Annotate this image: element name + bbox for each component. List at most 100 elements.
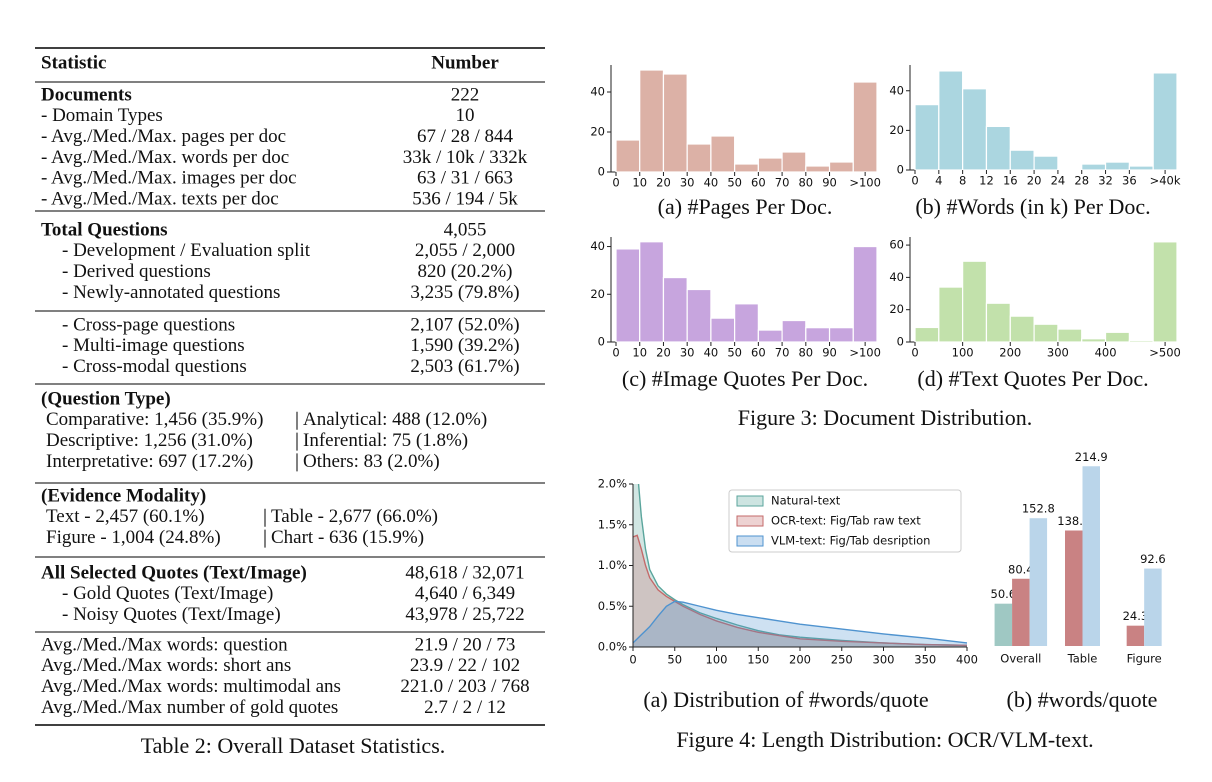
plot-area — [633, 484, 968, 647]
x-tick-label: 90 — [822, 346, 837, 360]
bar — [1152, 241, 1178, 343]
bar — [1029, 518, 1048, 646]
table-cell: 2,503 (61.7%) — [410, 356, 519, 377]
table-cell: Descriptive: 1,256 (31.0%) — [46, 430, 253, 451]
table-cell: 2,055 / 2,000 — [415, 240, 515, 261]
table-row-label: - Development / Evaluation split — [62, 240, 311, 261]
x-tick-label: 8 — [959, 174, 966, 188]
table-cell: Analytical: 488 (12.0%) — [303, 409, 487, 430]
x-tick-label: 50 — [667, 653, 682, 667]
x-tick-label: 150 — [747, 653, 769, 667]
table-row-label: Avg./Med./Max number of gold quotes — [41, 697, 338, 718]
table-cell: 536 / 194 / 5k — [412, 188, 518, 209]
x-tick-label: 30 — [680, 176, 695, 190]
x-tick-label: 90 — [822, 176, 837, 190]
table-row-label: - Cross-modal questions — [62, 356, 247, 377]
table-cell: 67 / 28 / 844 — [417, 126, 514, 147]
y-tick-label: 0 — [897, 335, 904, 349]
bar — [757, 157, 783, 173]
bar — [1033, 155, 1059, 171]
bar — [734, 303, 759, 343]
x-tick-label: 40 — [704, 176, 719, 190]
y-tick-label: 20 — [889, 302, 904, 316]
y-tick-label: 2.0% — [598, 477, 627, 491]
bar — [1082, 466, 1100, 646]
x-tick-label: 32 — [1098, 174, 1113, 188]
bar — [686, 288, 712, 343]
table-row-label: - Avg./Med./Max. words per doc — [41, 147, 289, 168]
bar — [914, 104, 940, 171]
x-tick-label: 80 — [798, 176, 813, 190]
bar — [1081, 338, 1107, 343]
x-tick-label: 36 — [1122, 174, 1137, 188]
table-cell: 222 — [451, 84, 480, 105]
table-header: Number — [431, 52, 499, 73]
bar — [1104, 331, 1130, 343]
x-tick-label: 12 — [979, 174, 994, 188]
table-cell: 63 / 31 / 663 — [417, 168, 513, 189]
y-tick-label: 40 — [590, 239, 605, 253]
chart-caption: (a) Distribution of #words/quote — [643, 687, 928, 712]
x-tick-label: 0 — [629, 653, 636, 667]
bar — [914, 326, 940, 343]
table-row-heading: All Selected Quotes (Text/Image) — [41, 562, 307, 583]
legend-swatch — [736, 515, 764, 527]
bar — [985, 302, 1011, 343]
chart-caption: (b) #Words (in k) Per Doc. — [915, 194, 1150, 219]
bar — [615, 139, 641, 173]
table-cell: 33k / 10k / 332k — [403, 147, 528, 168]
chart-caption: (d) #Text Quotes Per Doc. — [917, 366, 1148, 391]
x-tick-label: 60 — [751, 176, 766, 190]
table-cell: Chart - 636 (15.9%) — [271, 527, 424, 548]
x-tick-label: 16 — [1003, 174, 1018, 188]
bar — [710, 317, 736, 343]
table-cell: Comparative: 1,456 (35.9%) — [46, 409, 263, 430]
table-row-heading: Documents — [41, 84, 132, 105]
x-tick-label: 24 — [1051, 174, 1066, 188]
table-caption: Table 2: Overall Dataset Statistics. — [141, 733, 446, 758]
bar — [962, 260, 988, 343]
x-tick-label: Figure — [1127, 652, 1162, 666]
table-row-label: - Derived questions — [62, 261, 211, 282]
table-row-label: Avg./Med./Max words: question — [41, 634, 288, 655]
table-row-label: - Multi-image questions — [62, 335, 245, 356]
bar — [1152, 72, 1178, 171]
bar — [985, 125, 1011, 171]
chart-caption: (c) #Image Quotes Per Doc. — [622, 366, 868, 391]
bar — [938, 70, 964, 171]
table-cell: Others: 83 (2.0%) — [303, 451, 440, 472]
y-tick-label: 0 — [598, 165, 605, 179]
x-tick-label: >100 — [849, 176, 881, 190]
x-tick-label: 20 — [1027, 174, 1042, 188]
x-tick-label: 70 — [775, 346, 790, 360]
value-label: 152.8 — [1022, 502, 1055, 516]
bar — [1128, 165, 1154, 171]
table-cell: Figure - 1,004 (24.8%) — [46, 527, 221, 548]
x-tick-label: 100 — [706, 653, 728, 667]
table-row-heading: Total Questions — [41, 219, 168, 240]
x-tick-label: 0 — [612, 176, 619, 190]
legend-label: Natural-text — [771, 494, 841, 508]
y-tick-label: 20 — [889, 123, 904, 137]
y-tick-label: 40 — [889, 270, 904, 284]
bar — [1128, 339, 1154, 343]
bar — [686, 143, 712, 173]
x-tick-label: 50 — [727, 346, 742, 360]
table-row-label: - Avg./Med./Max. texts per doc — [41, 188, 279, 209]
table-cell: 820 (20.2%) — [418, 261, 513, 282]
table-cell: Table - 2,677 (66.0%) — [271, 506, 438, 527]
bar — [615, 248, 641, 343]
x-tick-label: 10 — [632, 346, 647, 360]
x-tick-label: 350 — [914, 653, 936, 667]
bar — [710, 135, 736, 173]
y-tick-label: 0 — [897, 163, 904, 177]
table-row-label: - Noisy Quotes (Text/Image) — [62, 604, 281, 625]
y-tick-label: 0 — [598, 335, 605, 349]
area — [633, 484, 967, 647]
bar — [805, 165, 831, 173]
legend-label: OCR-text: Fig/Tab raw text — [771, 514, 921, 528]
y-tick-label: 1.5% — [598, 517, 627, 531]
table-cell: 3,235 (79.8%) — [410, 282, 519, 303]
bar — [852, 81, 878, 173]
